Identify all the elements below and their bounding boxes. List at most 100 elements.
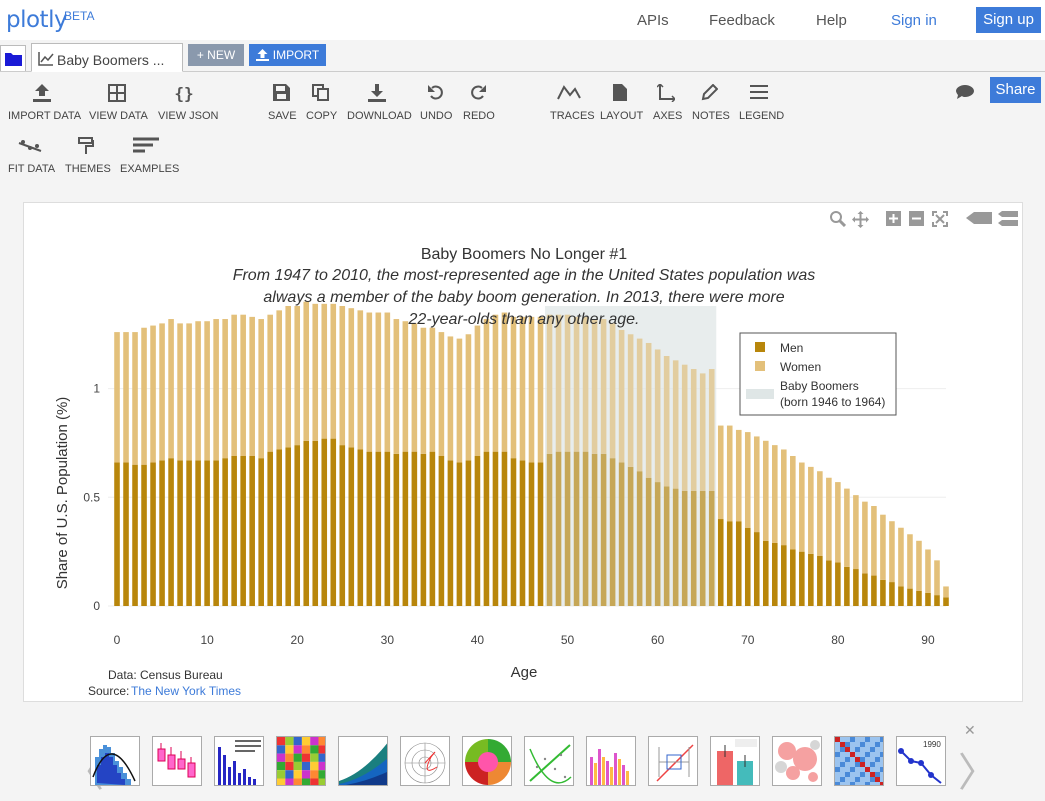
chevron-right-icon[interactable]: 〉 — [958, 750, 998, 796]
bar-women — [321, 303, 328, 439]
x-tick-label: 30 — [381, 633, 395, 647]
autoscale-icon[interactable] — [932, 211, 948, 227]
notes-tool[interactable]: NOTES — [692, 84, 730, 122]
layout-tool[interactable]: LAYOUT — [600, 84, 643, 122]
examples-tool[interactable]: EXAMPLES — [120, 137, 179, 175]
example-thumbnail-bubble[interactable] — [772, 736, 822, 786]
bar-men — [384, 451, 391, 606]
correlation-cell — [845, 772, 850, 777]
example-thumbnail-error-bars[interactable] — [648, 736, 698, 786]
bar-men — [483, 451, 490, 606]
x-tick-label: 70 — [741, 633, 755, 647]
legend-tool[interactable]: LEGEND — [739, 84, 784, 122]
bar-women — [366, 312, 373, 452]
view-data-tool[interactable]: VIEW DATA — [89, 84, 148, 122]
comment-icon[interactable] — [955, 84, 975, 100]
folder-icon — [5, 53, 22, 66]
example-thumbnail-correlation-matrix[interactable] — [834, 736, 884, 786]
zoom-icon[interactable] — [830, 211, 846, 227]
download-tool[interactable]: DOWNLOAD — [347, 84, 412, 122]
axes-tool[interactable]: AXES — [653, 84, 683, 122]
correlation-cell — [860, 742, 865, 747]
example-thumbnail-polar[interactable] — [400, 736, 450, 786]
example-thumbnail-bar[interactable] — [214, 736, 264, 786]
nav-link-feedback[interactable]: Feedback — [709, 12, 775, 29]
bar-women — [402, 321, 409, 452]
sign-in-link[interactable]: Sign in — [891, 12, 937, 29]
bar-men — [411, 451, 418, 606]
example-thumbnail-area[interactable] — [338, 736, 388, 786]
correlation-cell — [835, 762, 840, 767]
example-thumbnail-grouped-bar[interactable] — [586, 736, 636, 786]
correlation-cell — [870, 742, 875, 747]
traces-icon — [557, 85, 581, 100]
beta-badge: BETA — [64, 9, 95, 23]
correlation-cell — [880, 777, 883, 782]
bar-men — [681, 490, 688, 606]
zoom-out-icon[interactable] — [909, 211, 924, 226]
bar-women — [618, 329, 625, 463]
correlation-cell — [870, 782, 875, 785]
example-thumbnail-heatmap[interactable] — [276, 736, 326, 786]
legend-swatch-women[interactable] — [755, 361, 765, 371]
nav-link-help[interactable]: Help — [816, 12, 847, 29]
themes-tool[interactable]: THEMES — [65, 137, 111, 175]
new-york-times-link[interactable]: The New York Times — [131, 684, 241, 698]
import-data-tool[interactable]: IMPORT DATA — [8, 84, 81, 122]
correlation-cell — [865, 737, 870, 742]
correlation-cell — [855, 757, 860, 762]
example-thumbnail-scatter-fit[interactable] — [524, 736, 574, 786]
copy-tool[interactable]: COPY — [306, 84, 337, 122]
legend-item-baby-boomers[interactable]: Baby Boomers — [780, 379, 859, 393]
share-button[interactable]: Share — [990, 77, 1041, 103]
legend-item-men[interactable]: Men — [780, 341, 803, 355]
fit-data-tool[interactable]: FIT DATA — [8, 137, 55, 175]
example-thumbnail-line-markers[interactable]: 1990 — [896, 736, 946, 786]
notes-label: NOTES — [692, 110, 730, 122]
bar-men — [447, 460, 454, 606]
examples-carousel: ✕ 〈 〉 1990 — [0, 722, 1045, 801]
correlation-cell — [875, 772, 880, 777]
chart-subtitle-line-1: From 1947 to 2010, the most-represented … — [233, 267, 816, 284]
new-button[interactable]: + NEW — [188, 44, 244, 66]
correlation-cell — [850, 782, 855, 785]
heatmap-cell — [318, 737, 325, 746]
nav-link-apis[interactable]: APIs — [637, 12, 669, 29]
correlation-cell — [865, 772, 870, 777]
bar-men — [420, 453, 427, 606]
view-json-tool[interactable]: {} VIEW JSON — [158, 84, 219, 122]
heatmap-cell — [285, 745, 294, 754]
correlation-cell — [870, 737, 875, 742]
zoom-in-icon[interactable] — [886, 211, 901, 226]
traces-tool[interactable]: TRACES — [550, 84, 595, 122]
data-source-annotation: Data: Census Bureau — [108, 668, 223, 682]
undo-tool[interactable]: UNDO — [420, 84, 452, 122]
folder-button[interactable] — [0, 45, 26, 71]
plotly-logo[interactable]: plotly — [6, 7, 68, 33]
sign-up-button[interactable]: Sign up — [976, 7, 1041, 33]
axes-label: AXES — [653, 110, 683, 122]
bar-men — [465, 460, 472, 606]
correlation-cell — [860, 737, 865, 742]
save-icon — [272, 84, 290, 101]
example-thumbnail-bar-errors[interactable] — [710, 736, 760, 786]
example-thumbnail-histogram[interactable] — [90, 736, 140, 786]
close-icon[interactable]: ✕ — [964, 722, 976, 738]
pan-icon[interactable] — [852, 211, 869, 228]
example-thumbnail-wind-rose[interactable] — [462, 736, 512, 786]
hover-compare-icon[interactable] — [998, 211, 1018, 227]
bar-women — [195, 321, 201, 461]
import-button[interactable]: IMPORT — [249, 44, 326, 66]
save-tool[interactable]: SAVE — [268, 84, 297, 122]
tab-baby-boomers[interactable]: Baby Boomers ... — [31, 43, 183, 72]
bar-men — [519, 460, 526, 606]
legend-swatch-men[interactable] — [755, 342, 765, 352]
bar-men — [375, 451, 382, 606]
y-tick-label: 0.5 — [83, 490, 100, 504]
legend-swatch-baby-boomers[interactable] — [746, 389, 774, 399]
redo-tool[interactable]: REDO — [463, 84, 495, 122]
bar-women — [862, 501, 868, 574]
legend-item-women[interactable]: Women — [780, 360, 821, 374]
example-thumbnail-box-plot[interactable] — [152, 736, 202, 786]
hover-closest-icon[interactable] — [966, 211, 992, 225]
